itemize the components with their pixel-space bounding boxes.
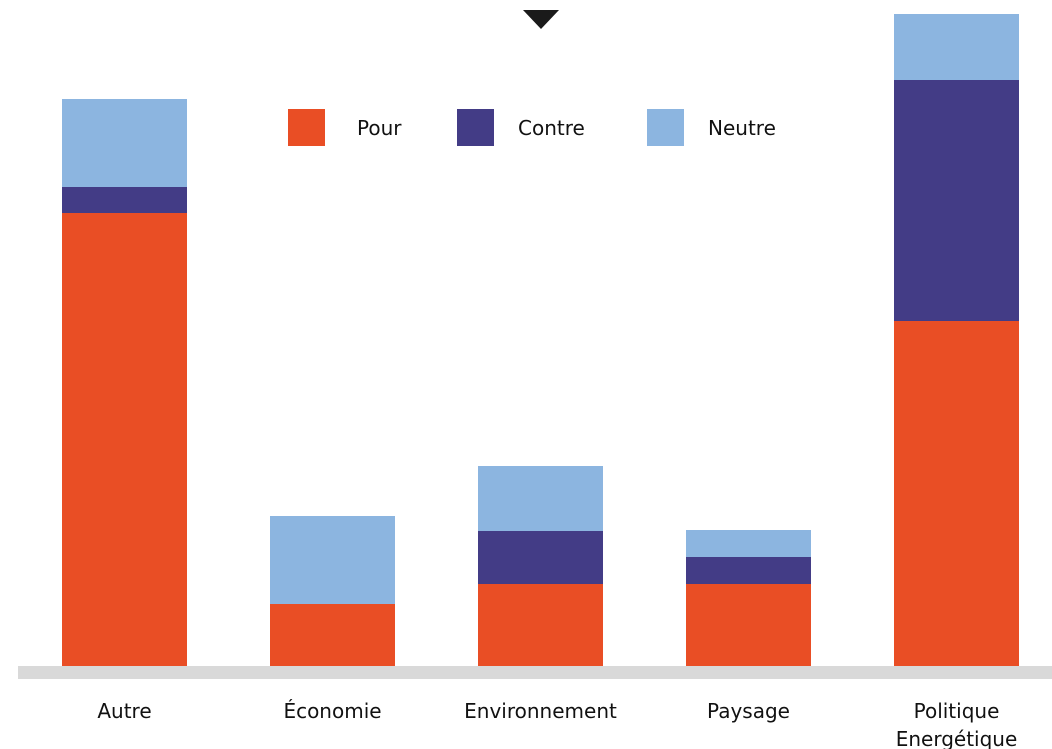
legend-label-contre: Contre	[518, 116, 585, 140]
category-label-economie: Économie	[283, 699, 381, 723]
legend-swatch-neutre	[647, 109, 684, 146]
x-axis-baseline	[18, 666, 1052, 679]
bar-paysage-contre	[686, 557, 811, 584]
bar-environnement-contre	[478, 531, 603, 584]
bar-politique-energetique-pour	[894, 321, 1019, 666]
category-label-environnement: Environnement	[464, 699, 617, 723]
bar-environnement-pour	[478, 584, 603, 666]
category-label-autre: Autre	[97, 699, 151, 723]
legend: Pour Contre Neutre	[288, 109, 776, 146]
category-label-paysage: Paysage	[707, 699, 790, 723]
bars-layer	[62, 14, 1019, 666]
category-labels: Autre Économie Environnement Paysage Politiq…	[97, 699, 1017, 749]
bar-autre-neutre	[62, 99, 187, 187]
triangle-down-icon	[523, 10, 559, 29]
legend-swatch-contre	[457, 109, 494, 146]
bar-autre-contre	[62, 187, 187, 213]
legend-swatch-pour	[288, 109, 325, 146]
bar-paysage-neutre	[686, 530, 811, 557]
legend-label-pour: Pour	[357, 116, 402, 140]
bar-paysage-pour	[686, 584, 811, 666]
bar-autre-pour	[62, 213, 187, 666]
bar-politique-energetique-neutre	[894, 14, 1019, 80]
legend-label-neutre: Neutre	[708, 116, 776, 140]
category-label-politique-energetique-line1: Politique	[914, 699, 1000, 723]
bar-politique-energetique-contre	[894, 80, 1019, 321]
category-label-politique-energetique-line2: Energétique	[896, 727, 1018, 749]
bar-environnement-neutre	[478, 466, 603, 531]
bar-economie-pour	[270, 604, 395, 666]
bar-economie-neutre	[270, 516, 395, 604]
